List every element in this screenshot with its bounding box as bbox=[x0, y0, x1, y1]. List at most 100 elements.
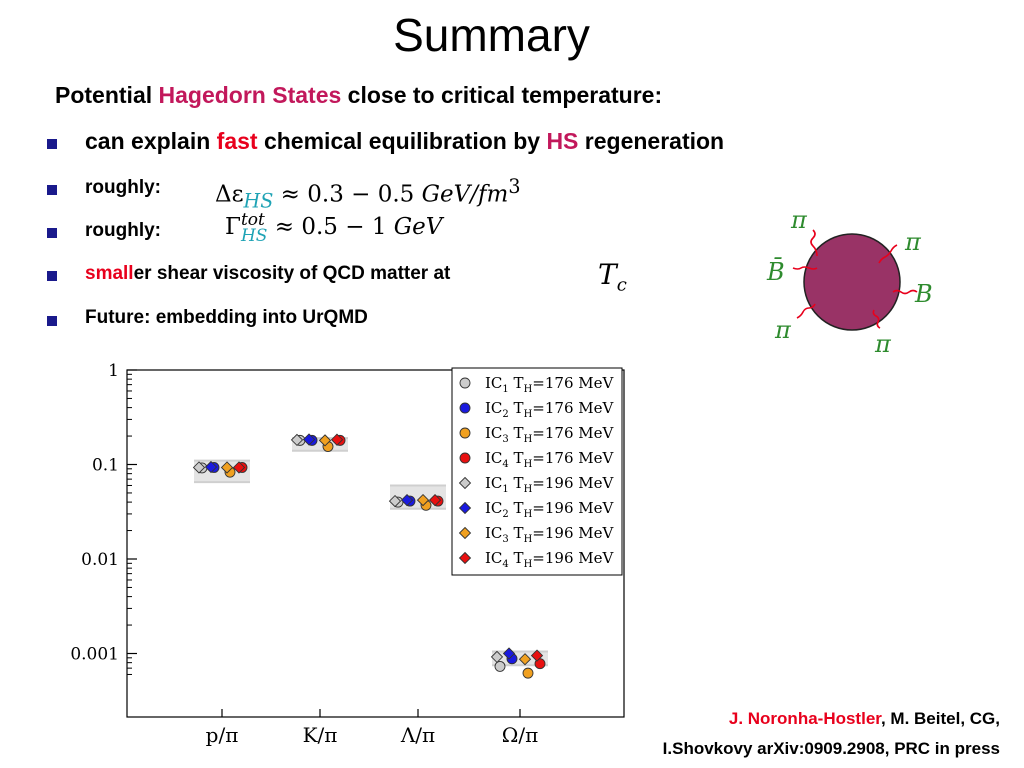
formula-symbol: Γ bbox=[225, 214, 241, 240]
slide-subtitle: Potential Hagedorn States close to criti… bbox=[55, 82, 662, 109]
data-point bbox=[522, 667, 534, 679]
data-point bbox=[388, 494, 402, 508]
y-axis-ticks: 1 0.1 0.01 0.001 bbox=[70, 361, 521, 717]
reference-author-highlight: J. Noronha-Hostler bbox=[728, 709, 881, 728]
x-tick-label: Ω/π bbox=[502, 723, 538, 747]
data-point bbox=[302, 433, 316, 446]
legend-marker bbox=[459, 402, 471, 414]
x-axis-labels: p/π K/π Λ/π Ω/π bbox=[206, 723, 539, 747]
formula-expression: ≈ 0.3 − 0.5 bbox=[273, 181, 422, 208]
delta-epsilon-formula: ΔεHS ≈ 0.3 − 0.5 GeV/fm3 bbox=[215, 175, 521, 212]
plot-frame bbox=[126, 369, 625, 718]
data-points bbox=[192, 433, 546, 679]
formula-subscript: c bbox=[616, 274, 627, 296]
bullet-1-mid: chemical equilibration by bbox=[257, 128, 547, 154]
y-tick-label: 0.01 bbox=[81, 550, 119, 570]
data-point bbox=[502, 647, 516, 660]
legend-marker bbox=[459, 377, 471, 389]
y-tick-label: 0.001 bbox=[70, 645, 119, 665]
pion-label: π bbox=[874, 330, 892, 358]
data-point bbox=[204, 460, 218, 474]
legend-entry: IC4 TH=196 MeV bbox=[485, 549, 614, 570]
wiggle-line bbox=[810, 229, 818, 257]
pion-label: π bbox=[774, 316, 792, 344]
bullet-2-label: roughly: bbox=[85, 177, 161, 198]
subtitle-highlight: Hagedorn States bbox=[158, 82, 342, 108]
bullet-marker bbox=[47, 316, 57, 326]
bullet-marker bbox=[47, 271, 57, 281]
subtitle-prefix: Potential bbox=[55, 82, 159, 108]
data-point bbox=[232, 461, 246, 474]
antibaryon-label: B̄ bbox=[766, 258, 785, 286]
legend-entry: IC2 TH=176 MeV bbox=[485, 399, 614, 420]
data-point bbox=[416, 493, 430, 507]
formula-unit: GeV bbox=[393, 214, 443, 240]
bullet-1-highlight-2: HS bbox=[546, 128, 579, 154]
bullet-3-label: roughly: bbox=[85, 220, 161, 241]
data-point bbox=[400, 493, 414, 507]
bullet-4-post: er shear viscosity of QCD matter at bbox=[133, 263, 451, 284]
tc-symbol: Tc bbox=[598, 258, 627, 296]
formula-symbol: T bbox=[598, 258, 617, 291]
data-point bbox=[330, 433, 344, 446]
data-point bbox=[518, 653, 532, 666]
legend-marker bbox=[458, 551, 472, 565]
reference-line-1-rest: , M. Beitel, CG, bbox=[880, 709, 1000, 728]
legend-marker bbox=[458, 476, 472, 490]
x-tick-label: Λ/π bbox=[400, 723, 435, 747]
bullet-1-post: regeneration bbox=[578, 128, 725, 154]
legend-marker bbox=[459, 452, 471, 464]
wiggle-line bbox=[872, 309, 881, 329]
legend-marker bbox=[458, 526, 472, 540]
bullet-marker bbox=[47, 185, 57, 195]
hagedorn-blob bbox=[803, 233, 901, 331]
wiggle-line bbox=[792, 266, 818, 270]
data-point bbox=[192, 461, 206, 474]
legend-entry: IC3 TH=176 MeV bbox=[485, 424, 614, 445]
formula-symbol: Δε bbox=[215, 181, 244, 208]
bullet-1-pre: can explain bbox=[85, 128, 217, 154]
formula-expression: ≈ 0.5 − 1 bbox=[267, 214, 394, 240]
y-tick-label: 1 bbox=[108, 361, 119, 381]
formula-superscript: 3 bbox=[508, 175, 521, 198]
bullet-1: can explain fast chemical equilibration … bbox=[85, 128, 724, 155]
bullet-5: Future: embedding into UrQMD bbox=[85, 307, 368, 328]
wiggle-line bbox=[892, 289, 918, 295]
x-tick-label: K/π bbox=[303, 723, 338, 747]
data-point bbox=[428, 493, 442, 507]
legend-entry: IC1 TH=196 MeV bbox=[485, 474, 614, 495]
ratio-chart: 1 0.1 0.01 0.001 p/π K/π Λ/π Ω/π IC1 TH=176 Me… bbox=[70, 361, 625, 747]
baryon-label: B bbox=[914, 280, 933, 308]
legend-entry: IC3 TH=196 MeV bbox=[485, 524, 614, 545]
reference-line-2: I.Shovkovy arXiv:0909.2908, PRC in press bbox=[662, 739, 1000, 758]
formula-superscript: tot bbox=[240, 210, 265, 230]
pion-label: π bbox=[790, 206, 808, 234]
bullet-marker bbox=[47, 228, 57, 238]
chart-legend: IC1 TH=176 MeV IC2 TH=176 MeV IC3 TH=176 M… bbox=[451, 367, 623, 576]
legend-box bbox=[451, 367, 623, 576]
bullet-1-highlight: fast bbox=[216, 128, 258, 154]
formula-unit: GeV/fm bbox=[421, 181, 509, 208]
slide-title: Summary bbox=[393, 9, 590, 61]
data-point bbox=[530, 649, 544, 662]
data-point bbox=[220, 461, 234, 474]
reference-line-1: J. Noronha-Hostler, M. Beitel, CG, bbox=[663, 704, 1000, 734]
wiggle-line bbox=[878, 244, 898, 264]
formula-subscript: HS bbox=[243, 189, 274, 213]
legend-entry: IC2 TH=196 MeV bbox=[485, 499, 614, 520]
references: J. Noronha-Hostler, M. Beitel, CG, I.Sho… bbox=[663, 704, 1000, 764]
legend-entry: IC1 TH=176 MeV bbox=[485, 374, 614, 395]
data-point bbox=[494, 660, 506, 672]
hagedorn-state-diagram: π π B̄ B π π bbox=[766, 206, 933, 358]
data-point bbox=[290, 433, 304, 447]
legend-entry: IC4 TH=176 MeV bbox=[485, 449, 614, 470]
wiggle-line bbox=[796, 303, 816, 319]
legend-marker bbox=[459, 427, 471, 439]
bullet-marker bbox=[47, 139, 57, 149]
data-point bbox=[490, 650, 504, 664]
data-point bbox=[318, 434, 332, 447]
subtitle-suffix: close to critical temperature: bbox=[341, 82, 663, 108]
legend-marker bbox=[458, 501, 472, 515]
formula-subscript: HS bbox=[240, 226, 268, 246]
